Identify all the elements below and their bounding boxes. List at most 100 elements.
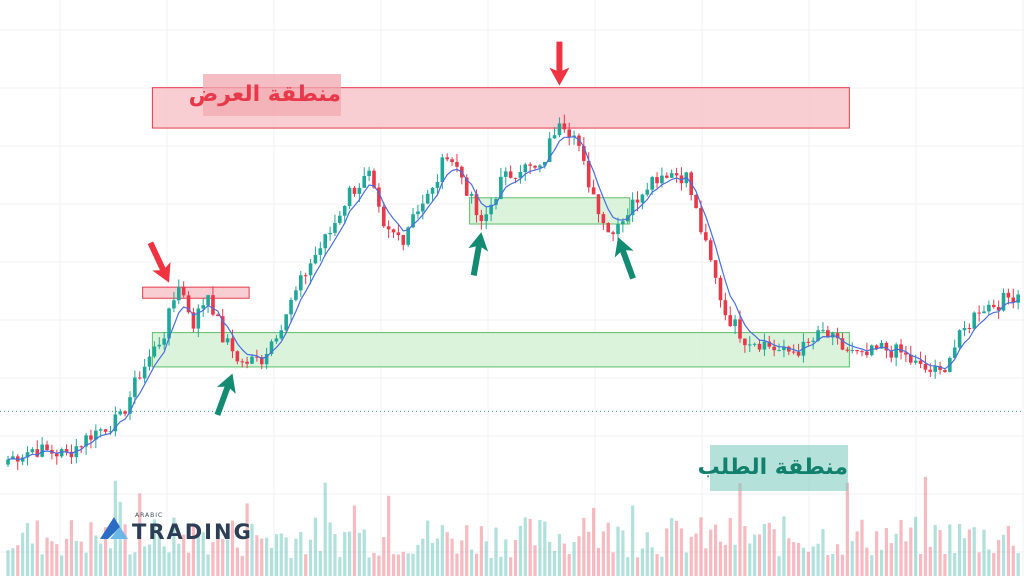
candle-body (113, 414, 118, 432)
volume-bar (621, 530, 625, 576)
candle-body (869, 345, 874, 356)
volume-bar (35, 520, 39, 576)
candle-body (909, 354, 913, 363)
volume-bar (845, 482, 849, 576)
candle-body (181, 286, 186, 296)
volume-bar (635, 557, 640, 576)
candle-body (860, 351, 864, 353)
candle-body (606, 223, 611, 233)
candle-body (284, 314, 288, 331)
candle-body (30, 449, 35, 453)
volume-bar (489, 557, 493, 576)
candle-body (938, 366, 942, 370)
candle-body (562, 123, 567, 130)
candle-body (372, 170, 376, 188)
volume-bar (548, 541, 552, 576)
volume-bar (723, 544, 727, 576)
green-arrow-icon (614, 237, 636, 280)
volume-bar (387, 495, 391, 576)
volume-bar (499, 556, 503, 576)
volume-bar (875, 531, 879, 576)
volume-bar (596, 547, 601, 576)
candle-body (630, 199, 635, 216)
candle-body (25, 452, 30, 458)
volume-bar (977, 552, 981, 576)
volume-bar (904, 541, 908, 576)
candle-body (635, 199, 640, 203)
volume-bar (240, 555, 244, 576)
candle-body (279, 330, 284, 339)
candle-body (484, 214, 489, 222)
volume-bar (543, 521, 547, 576)
candle-body (835, 333, 840, 339)
volume-bar (211, 542, 215, 576)
candle-body (987, 304, 991, 312)
volume-bar (953, 552, 957, 576)
volume-bar (826, 555, 830, 576)
volume-bar (435, 538, 440, 576)
volume-bar (1016, 553, 1020, 576)
volume-bar (513, 539, 518, 576)
volume-bar (606, 522, 610, 576)
candle-body (333, 222, 337, 233)
candle-body (401, 235, 406, 245)
candle-body (240, 361, 245, 363)
volume-bar (406, 553, 410, 576)
candle-body (621, 221, 625, 225)
volume-bar (206, 554, 210, 576)
candle-body (211, 295, 215, 315)
volume-bar (948, 524, 952, 576)
candle-body (450, 159, 454, 162)
volume-bar (430, 542, 435, 576)
volume-bar (333, 534, 337, 576)
volume-bar (391, 554, 396, 576)
candle-body (162, 338, 166, 345)
candle-body (850, 350, 855, 352)
volume-bar (104, 527, 108, 576)
volume-bar (74, 540, 78, 576)
candle-body (508, 171, 513, 178)
volume-bar (616, 526, 620, 576)
volume-bar (318, 550, 322, 576)
volume-bar (601, 531, 605, 576)
volume-bar (943, 553, 947, 576)
candle-body (884, 342, 889, 351)
volume-bar (787, 538, 791, 576)
candle-body (328, 232, 332, 235)
candle-body (352, 187, 357, 194)
volume-bar (147, 544, 152, 576)
volume-bar (894, 533, 898, 576)
candle-body (616, 224, 620, 235)
candle-body (196, 308, 201, 329)
volume-bar (274, 534, 278, 576)
candle-body (342, 206, 347, 216)
volume-bar (401, 551, 405, 576)
candle-body (89, 435, 93, 440)
volume-bar (396, 554, 400, 576)
candle-body (201, 305, 205, 309)
candle-body (728, 315, 733, 327)
candle-body (957, 330, 962, 348)
candle-body (996, 307, 1001, 311)
candle-body (777, 350, 781, 352)
volume-bar (504, 539, 508, 576)
candle-body (923, 363, 928, 370)
volume-bar (235, 547, 239, 576)
candle-body (338, 215, 342, 223)
volume-bar (338, 557, 342, 576)
volume-bar (801, 547, 806, 576)
candle-body (543, 161, 547, 166)
candle-body (655, 177, 659, 184)
volume-bar (577, 536, 581, 576)
volume-bar (728, 518, 732, 576)
candle-body (855, 350, 859, 352)
volume-bar (265, 537, 269, 576)
candle-body (826, 330, 830, 338)
candle-body (713, 260, 718, 278)
candle-body (791, 351, 796, 353)
candle-body (274, 338, 279, 342)
volume-bar (182, 534, 186, 576)
candle-body (299, 275, 303, 291)
